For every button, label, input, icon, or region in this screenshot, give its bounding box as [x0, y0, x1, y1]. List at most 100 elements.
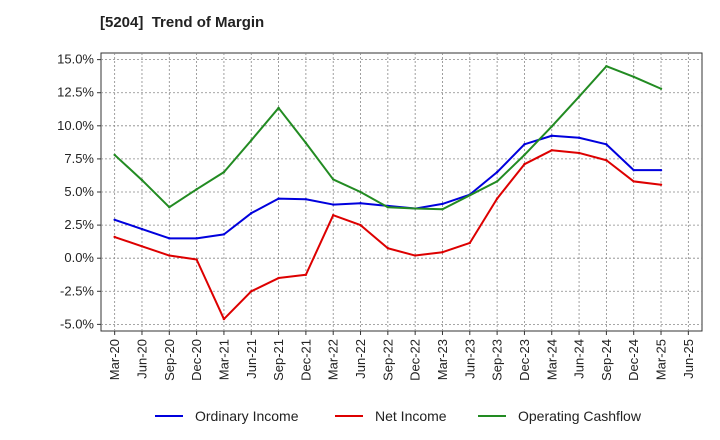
x-tick-label: Sep-21 [271, 339, 286, 381]
data-point-operating-cashflow [413, 207, 417, 210]
x-tick-label: Dec-22 [408, 339, 423, 381]
data-point-net-income [523, 163, 526, 166]
data-point-operating-cashflow [222, 170, 226, 174]
data-point-ordinary-income [250, 211, 253, 215]
y-tick-label: 7.5% [64, 151, 94, 166]
data-point-operating-cashflow [577, 95, 581, 98]
data-point-operating-cashflow [195, 188, 198, 191]
data-point-ordinary-income [140, 227, 144, 231]
data-point-operating-cashflow [441, 208, 444, 211]
y-tick-label: 0.0% [64, 250, 94, 265]
legend-item-ordinary-income[interactable]: Ordinary Income [155, 406, 298, 426]
x-tick-label: Sep-22 [380, 339, 395, 381]
data-point-net-income [195, 258, 198, 261]
data-point-ordinary-income [304, 198, 308, 201]
y-tick-label: 5.0% [64, 184, 94, 199]
data-point-operating-cashflow [359, 190, 362, 194]
x-tick-label: Mar-20 [107, 339, 122, 380]
data-point-net-income [250, 290, 253, 293]
data-point-ordinary-income [195, 237, 198, 240]
x-tick-label: Sep-23 [490, 339, 505, 381]
x-tick-label: Mar-23 [435, 339, 450, 380]
legend-swatch-net-income [335, 415, 363, 417]
data-point-net-income [386, 247, 390, 250]
y-tick-label: 12.5% [57, 85, 94, 100]
data-point-operating-cashflow [113, 153, 116, 157]
y-tick-label: 15.0% [57, 52, 94, 67]
x-tick-label: Dec-20 [189, 339, 204, 381]
x-tick-label: Mar-22 [326, 339, 341, 380]
x-tick-label: Sep-24 [599, 339, 614, 381]
grid-layer [100, 52, 703, 332]
data-point-operating-cashflow [523, 153, 526, 157]
x-tick-label: Mar-25 [654, 339, 669, 380]
data-point-net-income [168, 254, 171, 257]
x-tick-label: Jun-21 [244, 339, 259, 379]
data-point-net-income [550, 149, 553, 152]
data-point-net-income [659, 183, 663, 186]
y-tick-label: -2.5% [60, 283, 94, 298]
data-point-ordinary-income [550, 134, 553, 137]
chart-title: [5204] Trend of Margin [100, 14, 265, 31]
data-point-operating-cashflow [277, 106, 280, 110]
legend-item-net-income[interactable]: Net Income [335, 406, 447, 426]
data-point-ordinary-income [577, 136, 581, 139]
data-point-operating-cashflow [659, 87, 663, 90]
legend-label-ordinary-income: Ordinary Income [195, 408, 299, 424]
axis-layer: 15.0% 12.5% 10.0% 7.5% 5.0% 2.5% 0.0% -2.5% -5.0… [57, 52, 696, 381]
data-point-ordinary-income [113, 218, 116, 221]
legend-swatch-ordinary-income [155, 415, 183, 417]
data-point-net-income [495, 197, 499, 200]
data-point-net-income [222, 317, 226, 321]
data-point-ordinary-income [659, 168, 663, 172]
data-point-operating-cashflow [386, 206, 390, 209]
data-point-net-income [332, 213, 335, 217]
x-tick-label: Sep-20 [162, 339, 177, 381]
data-point-net-income [441, 251, 444, 254]
data-point-net-income [577, 151, 581, 155]
data-point-operating-cashflow [632, 75, 635, 79]
x-tick-label: Mar-21 [216, 339, 231, 380]
legend-label-net-income: Net Income [375, 408, 447, 424]
data-point-operating-cashflow [304, 141, 308, 145]
data-point-net-income [468, 241, 471, 245]
data-point-ordinary-income [168, 237, 171, 240]
legend-swatch-operating-cashflow [478, 415, 506, 417]
x-tick-label: Mar-24 [544, 339, 559, 380]
x-tick-label: Jun-23 [462, 339, 477, 379]
data-point-net-income [632, 180, 635, 183]
data-point-operating-cashflow [468, 194, 471, 197]
data-point-operating-cashflow [495, 180, 499, 183]
data-point-ordinary-income [277, 197, 280, 200]
data-point-net-income [605, 159, 608, 162]
data-point-ordinary-income [359, 202, 362, 205]
data-point-ordinary-income [523, 143, 526, 146]
data-point-net-income [113, 235, 116, 239]
series-layer [113, 65, 663, 321]
data-point-net-income [304, 273, 308, 276]
data-point-ordinary-income [441, 202, 444, 206]
x-tick-label: Dec-24 [626, 339, 641, 381]
data-point-net-income [359, 223, 362, 227]
data-point-operating-cashflow [550, 125, 553, 128]
x-tick-label: Dec-23 [517, 339, 532, 381]
legend-label-operating-cashflow: Operating Cashflow [518, 408, 641, 424]
x-tick-label: Dec-21 [298, 339, 313, 381]
data-point-operating-cashflow [140, 178, 144, 182]
x-tick-label: Jun-20 [134, 339, 149, 379]
chart-legend: Ordinary Income Net Income Operating Cas… [0, 406, 720, 426]
data-point-ordinary-income [632, 168, 635, 172]
x-tick-label: Jun-25 [681, 339, 696, 379]
y-tick-label: 10.0% [57, 118, 94, 133]
data-point-ordinary-income [222, 233, 226, 236]
legend-item-operating-cashflow[interactable]: Operating Cashflow [478, 406, 641, 426]
x-tick-label: Jun-24 [572, 339, 587, 379]
data-point-net-income [413, 254, 417, 257]
data-point-operating-cashflow [332, 178, 335, 181]
data-point-ordinary-income [605, 143, 608, 146]
data-point-ordinary-income [495, 170, 499, 174]
x-tick-label: Jun-22 [353, 339, 368, 379]
data-point-ordinary-income [332, 203, 335, 206]
data-point-operating-cashflow [250, 139, 253, 142]
